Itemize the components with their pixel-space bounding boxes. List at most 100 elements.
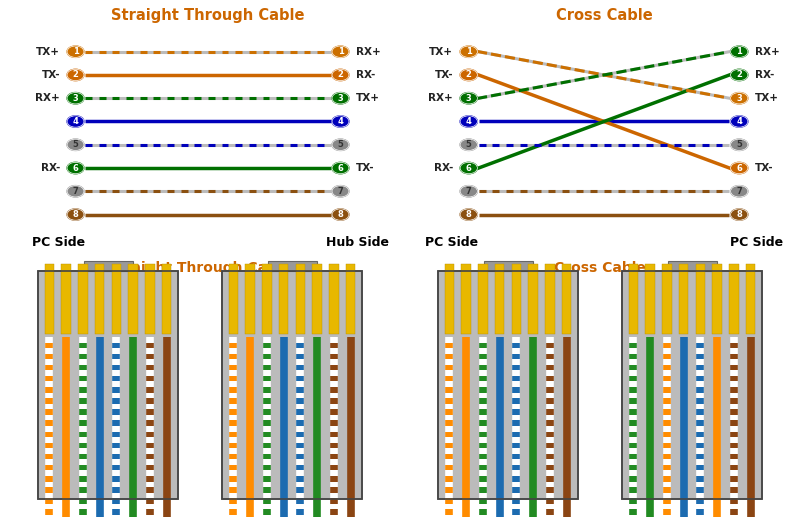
Text: RX+: RX+: [428, 93, 453, 103]
Bar: [78, 264, 88, 334]
Bar: [222, 271, 362, 499]
Circle shape: [332, 209, 349, 220]
Text: TX-: TX-: [42, 70, 60, 80]
Text: 8: 8: [466, 210, 472, 219]
Text: TX-: TX-: [356, 163, 374, 173]
Circle shape: [67, 162, 84, 174]
Text: 6: 6: [73, 163, 78, 173]
Bar: [62, 264, 71, 334]
Text: PC Side: PC Side: [32, 236, 85, 250]
Circle shape: [730, 209, 748, 220]
Text: Straight Through Cable: Straight Through Cable: [111, 8, 305, 23]
Text: Cross Cable: Cross Cable: [554, 261, 646, 275]
Circle shape: [460, 162, 478, 174]
Text: Straight Through Cable: Straight Through Cable: [109, 261, 291, 275]
Bar: [696, 264, 705, 334]
Circle shape: [730, 46, 748, 57]
Text: 8: 8: [338, 210, 343, 219]
Text: 2: 2: [73, 70, 78, 80]
Text: 3: 3: [466, 94, 472, 103]
Text: 4: 4: [73, 117, 78, 126]
Bar: [462, 264, 471, 334]
Bar: [128, 264, 138, 334]
Bar: [95, 264, 104, 334]
Bar: [83, 261, 133, 271]
Text: 6: 6: [338, 163, 343, 173]
Circle shape: [67, 186, 84, 197]
Text: 5: 5: [466, 140, 472, 149]
Circle shape: [730, 139, 748, 150]
Text: 5: 5: [73, 140, 78, 149]
Text: 7: 7: [466, 187, 472, 196]
Circle shape: [67, 209, 84, 220]
Circle shape: [460, 139, 478, 150]
Bar: [545, 264, 554, 334]
Circle shape: [332, 116, 349, 127]
Text: 7: 7: [73, 187, 78, 196]
Text: 1: 1: [736, 47, 742, 56]
Text: 6: 6: [466, 163, 472, 173]
Bar: [38, 271, 178, 499]
Bar: [478, 264, 488, 334]
Bar: [729, 264, 738, 334]
Text: 6: 6: [736, 163, 742, 173]
Bar: [438, 271, 578, 499]
Circle shape: [332, 162, 349, 174]
Bar: [246, 264, 255, 334]
Text: 8: 8: [73, 210, 78, 219]
Circle shape: [460, 116, 478, 127]
Circle shape: [730, 162, 748, 174]
Text: 3: 3: [73, 94, 78, 103]
Bar: [279, 264, 288, 334]
Text: Hub Side: Hub Side: [326, 236, 390, 250]
Text: 5: 5: [338, 140, 343, 149]
Text: RX-: RX-: [755, 70, 774, 80]
Bar: [483, 261, 533, 271]
Circle shape: [67, 69, 84, 81]
Bar: [746, 264, 755, 334]
Circle shape: [460, 186, 478, 197]
Bar: [512, 264, 521, 334]
Circle shape: [67, 46, 84, 57]
Bar: [222, 271, 362, 499]
Bar: [622, 271, 762, 499]
Circle shape: [460, 93, 478, 104]
Text: TX+: TX+: [36, 47, 60, 57]
Bar: [38, 271, 178, 499]
Bar: [145, 264, 154, 334]
Text: RX+: RX+: [356, 47, 381, 57]
Bar: [562, 264, 571, 334]
Text: 1: 1: [338, 47, 343, 56]
Bar: [662, 264, 672, 334]
Bar: [495, 264, 504, 334]
Circle shape: [460, 69, 478, 81]
Circle shape: [332, 186, 349, 197]
Text: 5: 5: [736, 140, 742, 149]
Bar: [679, 264, 688, 334]
Text: 1: 1: [73, 47, 78, 56]
Bar: [267, 261, 317, 271]
Circle shape: [67, 116, 84, 127]
Bar: [296, 264, 305, 334]
Circle shape: [67, 93, 84, 104]
Circle shape: [332, 46, 349, 57]
Circle shape: [332, 139, 349, 150]
Bar: [646, 264, 655, 334]
Text: 2: 2: [466, 70, 472, 80]
Text: PC Side: PC Side: [425, 236, 478, 250]
Text: 1: 1: [466, 47, 472, 56]
Bar: [438, 271, 578, 499]
Bar: [445, 264, 454, 334]
Text: 2: 2: [338, 70, 343, 80]
Text: 4: 4: [338, 117, 343, 126]
Text: TX+: TX+: [755, 93, 779, 103]
Bar: [528, 264, 538, 334]
Bar: [45, 264, 54, 334]
Text: RX-: RX-: [434, 163, 453, 173]
Bar: [667, 261, 717, 271]
Text: RX-: RX-: [356, 70, 375, 80]
Text: 7: 7: [736, 187, 742, 196]
Circle shape: [730, 186, 748, 197]
Bar: [262, 264, 272, 334]
Circle shape: [332, 69, 349, 81]
